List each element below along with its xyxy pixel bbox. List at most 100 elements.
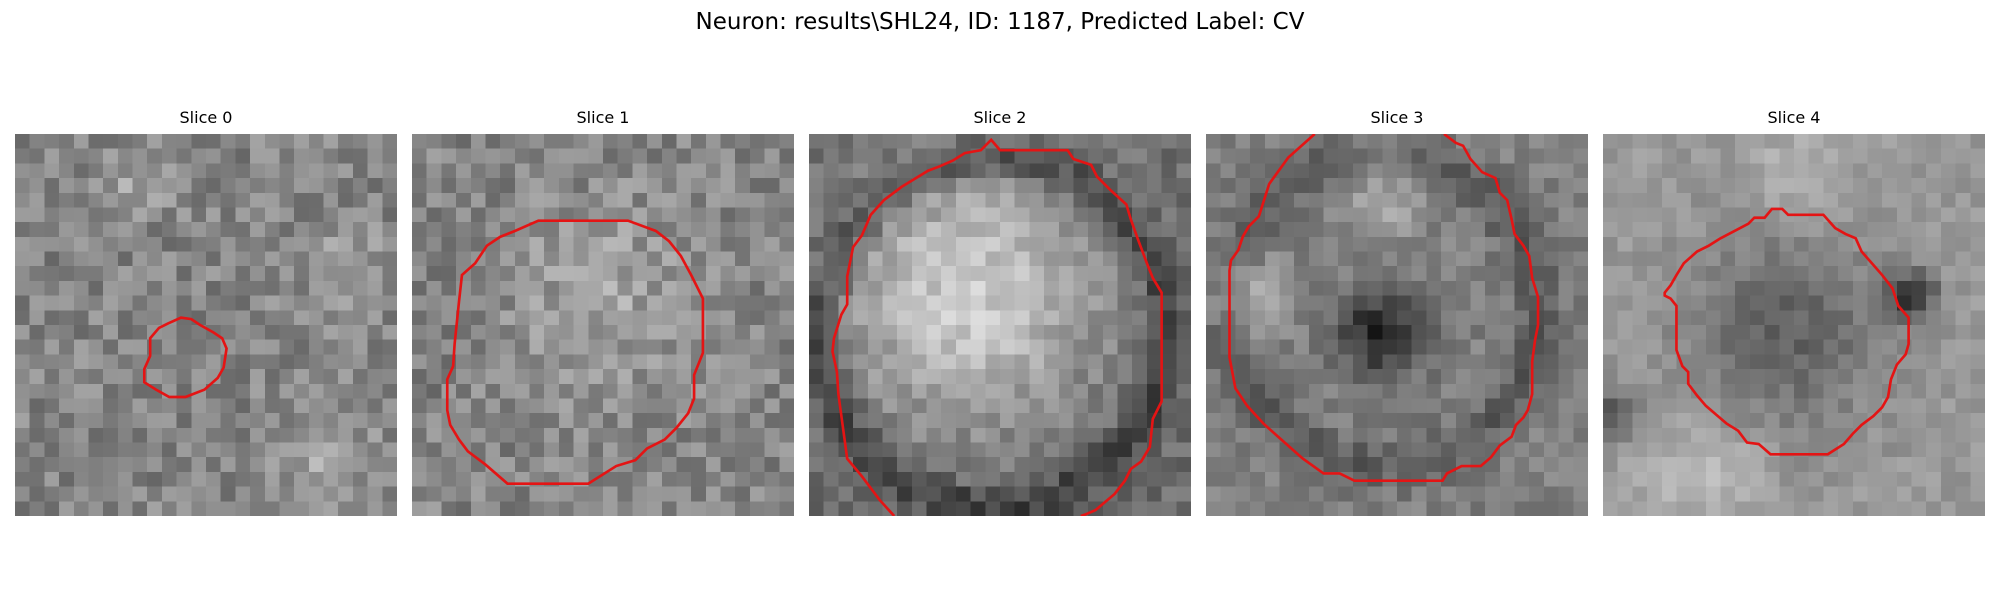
pixel <box>1352 442 1368 458</box>
pixel <box>867 134 883 149</box>
pixel <box>897 310 913 326</box>
pixel <box>661 134 677 149</box>
pixel <box>73 295 89 311</box>
pixel <box>1338 325 1354 340</box>
pixel <box>426 207 442 223</box>
pixel <box>1632 134 1648 149</box>
pixel <box>1117 398 1133 414</box>
pixel <box>1117 266 1133 282</box>
pixel <box>1352 369 1368 385</box>
pixel <box>1573 148 1588 164</box>
pixel <box>1676 501 1692 516</box>
pixel <box>1117 222 1133 238</box>
pixel <box>1279 501 1295 516</box>
pixel <box>1250 134 1266 149</box>
pixel <box>823 280 839 296</box>
pixel <box>1206 457 1221 473</box>
pixel <box>294 354 310 370</box>
pixel <box>1514 134 1530 149</box>
pixel <box>1558 442 1574 458</box>
pixel <box>367 280 383 296</box>
pixel <box>29 148 45 164</box>
pixel <box>779 236 794 252</box>
pixel <box>59 427 75 443</box>
pixel <box>1161 295 1177 311</box>
pixel <box>1397 280 1412 296</box>
pixel <box>897 427 913 443</box>
pixel <box>338 471 354 487</box>
pixel <box>338 369 354 385</box>
pixel <box>941 310 957 326</box>
pixel <box>250 222 266 238</box>
pixel <box>88 354 104 370</box>
pixel <box>1485 192 1501 208</box>
pixel <box>882 398 898 414</box>
pixel <box>1764 369 1780 385</box>
pixel <box>15 222 30 238</box>
pixel <box>1867 148 1883 164</box>
pixel <box>59 148 75 164</box>
pixel <box>1000 148 1015 164</box>
pixel <box>88 398 104 414</box>
pixel <box>882 383 898 399</box>
pixel <box>1382 280 1398 296</box>
pixel <box>1044 280 1060 296</box>
pixel <box>44 339 60 355</box>
pixel <box>1823 280 1839 296</box>
pixel <box>382 295 397 311</box>
pixel <box>161 134 177 149</box>
pixel <box>367 486 383 502</box>
pixel <box>264 339 280 355</box>
pixel <box>1661 222 1677 238</box>
pixel <box>985 148 1001 164</box>
slice-panel-1: Slice 1 <box>412 108 794 516</box>
pixel <box>1603 501 1618 516</box>
pixel <box>1323 354 1339 370</box>
pixel <box>1397 413 1412 429</box>
pixel <box>103 339 119 355</box>
pixel <box>485 207 501 223</box>
pixel <box>1896 413 1912 429</box>
pixel <box>1102 266 1118 282</box>
pixel <box>206 427 221 443</box>
pixel <box>764 266 780 282</box>
pixel <box>544 222 560 238</box>
pixel <box>1794 134 1809 149</box>
pixel <box>15 148 30 164</box>
pixel <box>1940 295 1956 311</box>
pixel <box>29 413 45 429</box>
pixel <box>1044 325 1060 340</box>
pixel <box>1220 148 1236 164</box>
pixel <box>294 471 310 487</box>
pixel <box>1647 178 1663 194</box>
pixel <box>676 207 692 223</box>
pixel <box>735 236 751 252</box>
pixel <box>1470 266 1486 282</box>
pixel <box>955 354 971 370</box>
pixel <box>926 427 942 443</box>
pixel <box>103 501 119 516</box>
pixel <box>1926 501 1942 516</box>
pixel <box>1676 486 1692 502</box>
pixel <box>573 325 589 340</box>
pixel <box>1558 369 1574 385</box>
pixel <box>279 398 295 414</box>
pixel <box>412 163 427 179</box>
pixel <box>558 178 574 194</box>
pixel <box>1882 413 1898 429</box>
slice-panel-3: Slice 3 <box>1206 108 1588 516</box>
pixel <box>926 310 942 326</box>
pixel <box>882 178 898 194</box>
pixel <box>720 325 736 340</box>
pixel <box>1720 354 1736 370</box>
pixel <box>1705 486 1721 502</box>
pixel <box>1132 501 1148 516</box>
pixel <box>970 457 986 473</box>
pixel <box>1426 471 1442 487</box>
pixel <box>1867 134 1883 149</box>
pixel <box>338 192 354 208</box>
pixel <box>941 427 957 443</box>
pixel <box>1220 442 1236 458</box>
pixel <box>103 398 119 414</box>
pixel <box>1102 148 1118 164</box>
